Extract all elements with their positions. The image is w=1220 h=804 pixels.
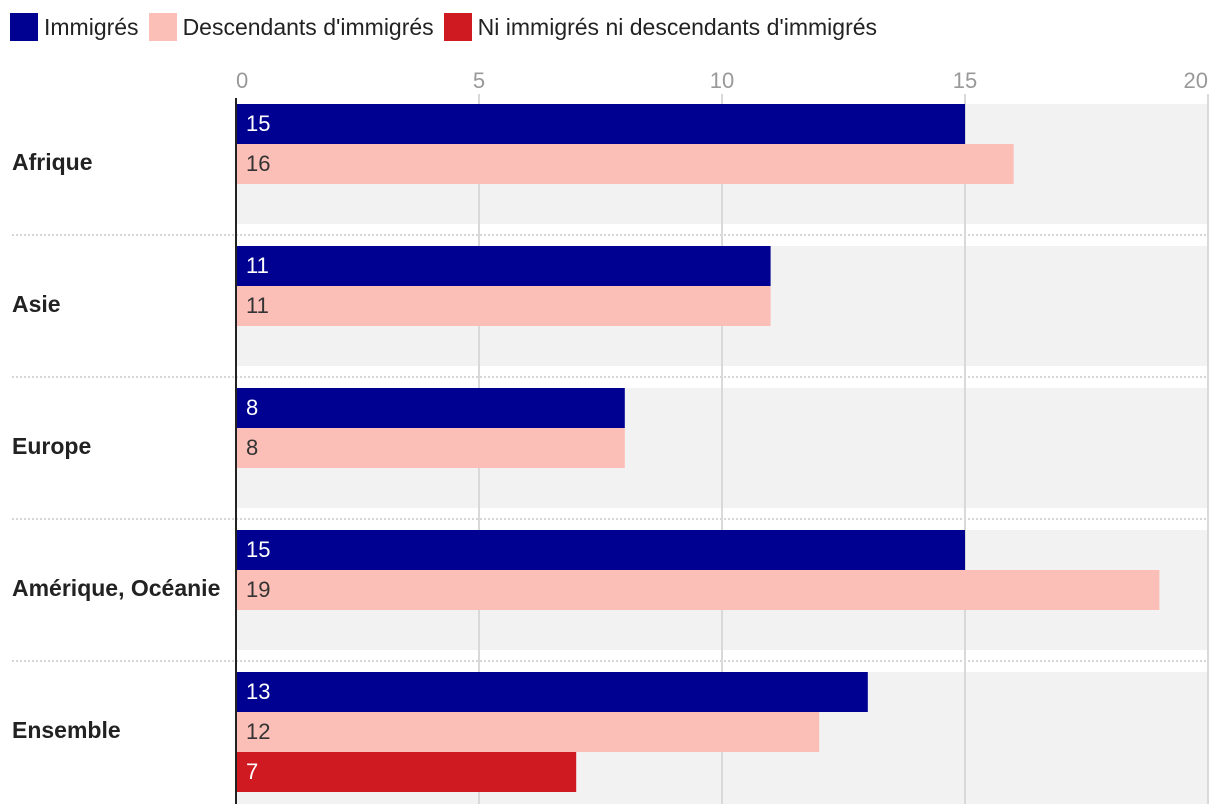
- bar: [236, 752, 577, 792]
- bar-value-label: 8: [246, 435, 258, 460]
- bar: [236, 286, 771, 326]
- legend-label-descendants: Descendants d'immigrés: [182, 13, 434, 40]
- x-tick-label: 5: [473, 68, 485, 93]
- bar-value-label: 15: [246, 537, 270, 562]
- legend-swatch-immigres: [10, 13, 38, 41]
- bar: [236, 530, 965, 570]
- legend-swatch-ni-immigres: [443, 13, 472, 41]
- x-tick-label: 0: [236, 68, 248, 93]
- bar-value-label: 11: [246, 253, 269, 278]
- bar-value-label: 19: [246, 577, 270, 602]
- legend-item-ni-immigres: Ni immigrés ni descendants d'immigrés: [443, 13, 878, 41]
- x-tick-label: 10: [710, 68, 734, 93]
- bar: [236, 388, 625, 428]
- bar-value-label: 11: [246, 293, 269, 318]
- category-label: Europe: [12, 433, 91, 459]
- bar-value-label: 13: [246, 679, 270, 704]
- chart-legend: Immigrés Descendants d'immigrés Ni immig…: [10, 11, 887, 43]
- x-tick-label: 15: [953, 68, 977, 93]
- bar-value-label: 7: [246, 759, 258, 784]
- bar-value-label: 16: [246, 151, 270, 176]
- legend-item-immigres: Immigrés: [10, 13, 139, 41]
- category-label: Asie: [12, 291, 61, 317]
- bar: [236, 144, 1014, 184]
- category-label: Ensemble: [12, 717, 121, 743]
- bar-value-label: 12: [246, 719, 270, 744]
- bar: [236, 712, 820, 752]
- legend-label-ni-immigres: Ni immigrés ni descendants d'immigrés: [477, 13, 878, 40]
- bar: [236, 570, 1160, 610]
- bar-value-label: 8: [246, 395, 258, 420]
- bar: [236, 104, 965, 144]
- bar: [236, 428, 625, 468]
- bar: [236, 246, 771, 286]
- category-label: Afrique: [12, 149, 93, 175]
- legend-label-immigres: Immigrés: [44, 13, 139, 40]
- category-label: Amérique, Océanie: [12, 575, 220, 601]
- x-tick-label: 20: [1184, 68, 1208, 93]
- bar-value-label: 15: [246, 111, 270, 136]
- bar: [236, 672, 868, 712]
- legend-item-descendants: Descendants d'immigrés: [148, 13, 434, 41]
- legend-swatch-descendants: [148, 13, 177, 41]
